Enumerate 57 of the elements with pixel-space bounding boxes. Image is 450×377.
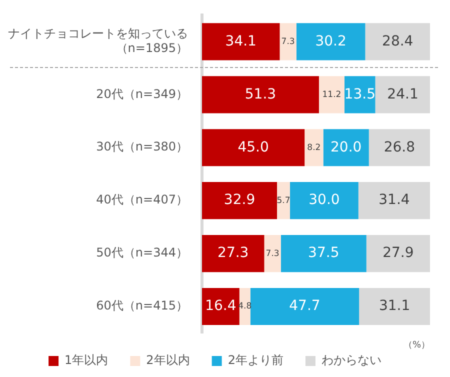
y-tick-label: 40代（n=407）: [96, 192, 188, 207]
data-label: 31.1: [378, 298, 410, 314]
data-label: 30.0: [308, 192, 340, 208]
data-label: 8.2: [307, 142, 321, 153]
y-tick-label: 20代（n=349）: [96, 86, 188, 101]
data-label: 7.3: [281, 36, 295, 47]
y-tick-label: 50代（n=344）: [96, 246, 188, 260]
data-label: 32.9: [224, 192, 256, 208]
data-label: 47.7: [289, 298, 320, 314]
data-label: 5.7: [276, 196, 290, 206]
data-label: 20.0: [330, 139, 362, 156]
text: （%）: [403, 340, 430, 350]
y-tick-label: 30代（n=380）: [96, 140, 188, 154]
data-label: 24.1: [387, 86, 418, 102]
data-label: 13.5: [344, 86, 376, 102]
data-label: 27.9: [382, 245, 414, 262]
legend-label: わからない: [321, 353, 382, 368]
data-label: 11.2: [322, 90, 342, 100]
y-tick-label: ナイトチョコレートを知っている（n=1895）: [8, 26, 188, 56]
bar: [318, 76, 344, 114]
bar: [304, 129, 324, 166]
data-label: 30.2: [315, 33, 346, 50]
bar: [375, 76, 430, 114]
data-label: 45.0: [238, 139, 269, 156]
bar: [202, 182, 278, 220]
data-label: 28.4: [382, 33, 414, 50]
data-label: 51.3: [244, 86, 276, 102]
bar: [280, 23, 296, 60]
bar: [358, 182, 430, 220]
bar: [202, 235, 264, 272]
data-label: 7.3: [266, 248, 280, 259]
data-label: 34.1: [225, 33, 256, 50]
data-label: 27.3: [218, 245, 249, 262]
bar: [202, 129, 305, 166]
data-label: 26.8: [384, 139, 416, 156]
bar: [290, 182, 358, 220]
bar: [359, 288, 430, 326]
bar: [368, 129, 430, 166]
data-label: 37.5: [308, 245, 340, 262]
data-label: 16.4: [205, 298, 236, 314]
bar: [323, 129, 369, 166]
y-tick-label: 60代（n=415）: [96, 298, 188, 313]
bar: [365, 23, 430, 60]
data-label: 31.4: [378, 192, 410, 208]
legend-label: 2年より前: [228, 353, 284, 368]
bar: [202, 288, 240, 326]
bar: [264, 235, 281, 272]
legend-label: 1年以内: [64, 353, 108, 368]
bar: [296, 23, 366, 60]
bar: [250, 288, 360, 326]
bar: [344, 76, 376, 114]
legend-label: 2年以内: [146, 353, 190, 368]
bar: [277, 182, 290, 220]
bar: [202, 76, 319, 114]
bar: [280, 235, 366, 272]
bar: [202, 23, 280, 60]
bar: [366, 235, 430, 272]
